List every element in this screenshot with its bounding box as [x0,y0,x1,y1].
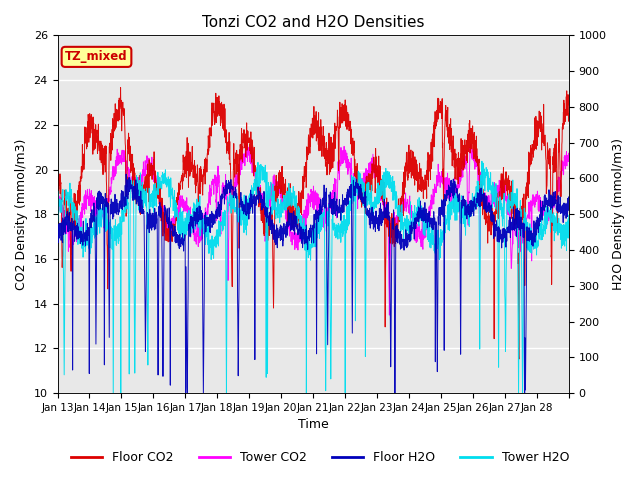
X-axis label: Time: Time [298,419,328,432]
Y-axis label: CO2 Density (mmol/m3): CO2 Density (mmol/m3) [15,139,28,290]
Text: TZ_mixed: TZ_mixed [65,50,128,63]
Title: Tonzi CO2 and H2O Densities: Tonzi CO2 and H2O Densities [202,15,424,30]
Y-axis label: H2O Density (mmol/m3): H2O Density (mmol/m3) [612,138,625,290]
Legend: Floor CO2, Tower CO2, Floor H2O, Tower H2O: Floor CO2, Tower CO2, Floor H2O, Tower H… [66,446,574,469]
